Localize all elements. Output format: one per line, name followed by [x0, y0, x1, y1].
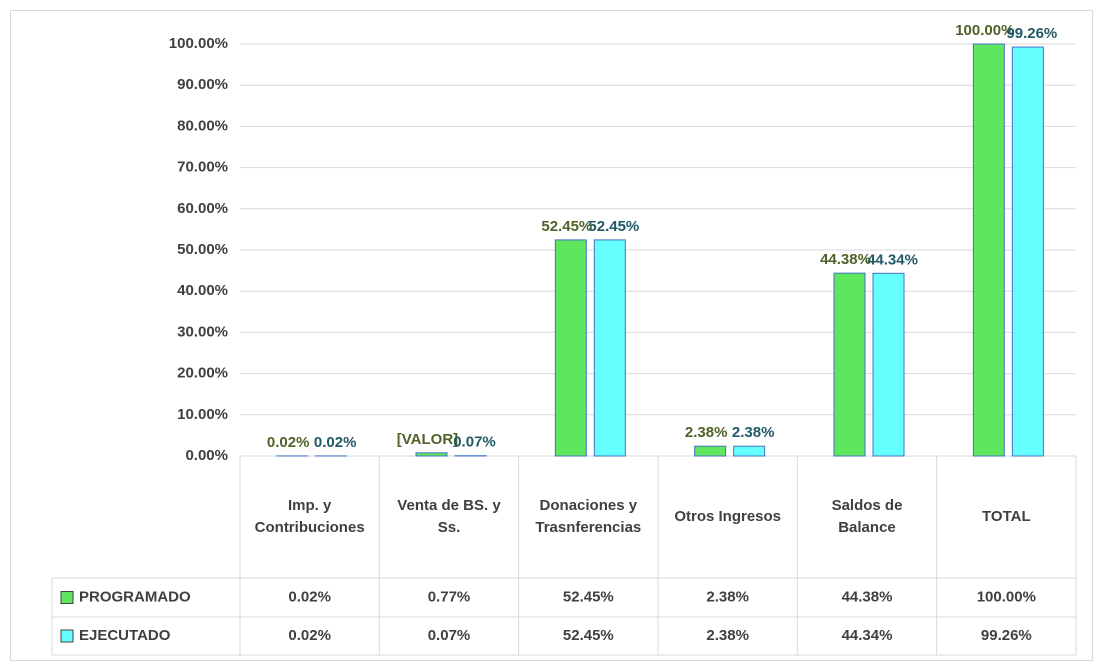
- y-tick-label: 30.00%: [177, 323, 228, 340]
- y-tick-label: 100.00%: [169, 35, 228, 52]
- bar: [415, 452, 448, 457]
- y-tick-label: 90.00%: [177, 76, 228, 93]
- data-label: 52.45%: [541, 218, 592, 235]
- x-category: Otros Ingresos: [674, 508, 782, 525]
- bar: [872, 272, 905, 457]
- x-tick-label: TOTAL: [982, 508, 1031, 525]
- legend-marker: [60, 629, 74, 643]
- y-tick-label: 20.00%: [177, 365, 228, 382]
- chart-border: [10, 10, 1093, 661]
- table-cell: 52.45%: [563, 627, 614, 644]
- legend-marker: [60, 591, 74, 604]
- x-tick-label: Venta de BS. y Ss.: [397, 497, 501, 536]
- table-cell: 52.45%: [563, 588, 614, 605]
- y-tick-label: 80.00%: [177, 117, 228, 134]
- y-tick-label: 50.00%: [177, 241, 228, 258]
- bar: [593, 239, 626, 457]
- bar: [694, 445, 727, 457]
- x-category: Donaciones y Trasnferencias: [535, 497, 642, 536]
- x-tick-label: Donaciones y Trasnferencias: [535, 497, 642, 536]
- table-cell: 2.38%: [706, 588, 749, 605]
- table-cell: 0.07%: [428, 627, 471, 644]
- x-category: TOTAL: [982, 508, 1031, 525]
- x-tick-label: Otros Ingresos: [674, 508, 782, 525]
- table-cell: 100.00%: [977, 588, 1036, 605]
- table-cell: 0.77%: [428, 588, 471, 605]
- table-cell: 0.02%: [288, 627, 331, 644]
- y-tick-label: 70.00%: [177, 159, 228, 176]
- data-label: 44.38%: [820, 251, 871, 268]
- data-label: [VALOR]: [397, 431, 458, 448]
- y-tick-label: 40.00%: [177, 282, 228, 299]
- legend-label: PROGRAMADO: [79, 588, 191, 605]
- bar: [554, 239, 587, 457]
- bar: [1011, 46, 1044, 457]
- x-tick-label: Imp. y Contribuciones: [254, 497, 365, 536]
- data-label: 52.45%: [588, 218, 639, 235]
- data-label: 2.38%: [732, 424, 775, 441]
- legend-label: EJECUTADO: [79, 627, 171, 644]
- table-cell: 0.02%: [288, 588, 331, 605]
- x-category: Imp. y Contribuciones: [254, 497, 365, 536]
- data-label: 44.34%: [867, 251, 918, 268]
- table-cell: 2.38%: [706, 627, 749, 644]
- table-cell: 99.26%: [981, 627, 1032, 644]
- y-tick-label: 10.00%: [177, 406, 228, 423]
- table-cell: 44.34%: [842, 627, 893, 644]
- bar: [972, 43, 1005, 457]
- data-label: 100.00%: [955, 22, 1014, 39]
- data-label: 2.38%: [685, 424, 728, 441]
- data-label: 99.26%: [1006, 25, 1057, 42]
- y-tick-label: 60.00%: [177, 200, 228, 217]
- table-cell: 44.38%: [842, 588, 893, 605]
- bar: [833, 272, 866, 457]
- data-label: 0.02%: [314, 434, 357, 451]
- y-tick-label: 0.00%: [185, 447, 228, 464]
- x-category: Venta de BS. y Ss.: [397, 497, 501, 536]
- data-label: 0.07%: [453, 434, 496, 451]
- x-tick-label: Saldos de Balance: [831, 497, 903, 536]
- bar: [733, 445, 766, 457]
- x-category: Saldos de Balance: [831, 497, 903, 536]
- data-label: 0.02%: [267, 434, 310, 451]
